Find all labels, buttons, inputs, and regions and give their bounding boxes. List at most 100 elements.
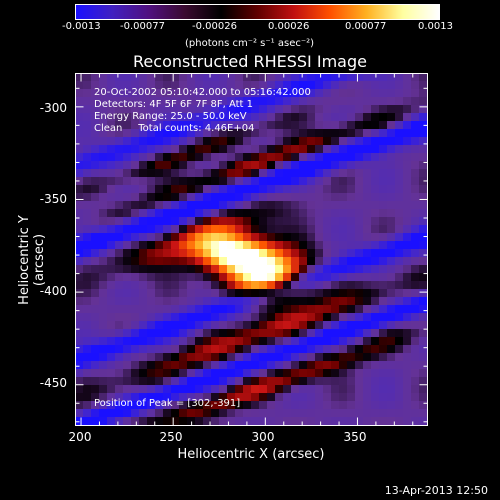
heatmap-cell [227,345,236,354]
heatmap-cell [291,137,300,146]
heatmap-cell [323,361,332,370]
heatmap-cell [371,345,380,354]
heatmap-cell [75,369,84,378]
heatmap-cell [387,321,396,330]
heatmap-cell [307,249,316,258]
heatmap-cell [291,289,300,298]
heatmap-cell [195,193,204,202]
heatmap-cell [123,337,132,346]
heatmap-cell [83,225,92,234]
heatmap-cell [107,305,116,314]
colorbar-tick: -0.00026 [192,21,237,32]
heatmap-cell [371,377,380,386]
heatmap-cell [259,361,268,370]
heatmap-cell [291,281,300,290]
heatmap-cell [179,137,188,146]
heatmap-cell [179,201,188,210]
heatmap-cell [235,169,244,178]
heatmap-cell [419,161,427,170]
heatmap-cell [203,305,212,314]
heatmap-cell [339,241,348,250]
heatmap-cell [243,209,252,218]
heatmap-cell [283,281,292,290]
heatmap-cell [171,313,180,322]
heatmap-cell [331,89,340,98]
heatmap-cell [307,193,316,202]
heatmap-cell [355,265,364,274]
heatmap-cell [251,217,260,226]
heatmap-cell [123,305,132,314]
heatmap-cell [107,233,116,242]
heatmap-cell [235,201,244,210]
heatmap-cell [379,313,388,322]
heatmap-cell [323,233,332,242]
heatmap-cell [179,297,188,306]
heatmap-cell [163,177,172,186]
heatmap-cell [195,225,204,234]
heatmap-cell [83,257,92,266]
heatmap-cell [83,401,92,410]
heatmap-cell [411,193,420,202]
heatmap-cell [283,129,292,138]
heatmap-cell [211,217,220,226]
heatmap-cell [99,417,108,425]
heatmap-cell [387,185,396,194]
heatmap-cell [259,145,268,154]
heatmap-cell [155,337,164,346]
heatmap-cell [347,257,356,266]
heatmap-cell [403,113,412,122]
heatmap-cell [147,377,156,386]
heatmap-cell [83,297,92,306]
heatmap-cell [283,409,292,418]
heatmap-cell [299,345,308,354]
heatmap-cell [147,193,156,202]
heatmap-cell [195,409,204,418]
heatmap-cell [235,369,244,378]
heatmap-cell [187,209,196,218]
x-tick-label: 350 [343,430,367,444]
heatmap-cell [203,313,212,322]
heatmap-cell [411,177,420,186]
heatmap-cell [251,401,260,410]
heatmap-cell [187,289,196,298]
heatmap-cell [115,217,124,226]
heatmap-cell [347,265,356,274]
heatmap-cell [307,289,316,298]
heatmap-cell [203,201,212,210]
heatmap-cell [115,241,124,250]
heatmap-cell [283,169,292,178]
heatmap-cell [155,289,164,298]
heatmap-cell [195,377,204,386]
heatmap-cell [299,201,308,210]
heatmap-cell [259,337,268,346]
heatmap-cell [243,313,252,322]
timestamp: 13-Apr-2013 12:50 [384,484,488,497]
heatmap-cell [115,329,124,338]
heatmap-cell [347,105,356,114]
heatmap-cell [267,321,276,330]
heatmap-cell [299,393,308,402]
heatmap-cell [211,329,220,338]
heatmap-cell [395,185,404,194]
x-tick-label: 300 [251,430,275,444]
heatmap-cell [347,185,356,194]
heatmap-cell [379,161,388,170]
heatmap-cell [251,161,260,170]
heatmap-cell [187,337,196,346]
heatmap-cell [155,241,164,250]
heatmap-cell [123,409,132,418]
heatmap-cell [331,273,340,282]
heatmap-cell [123,353,132,362]
heatmap-cell [259,97,268,106]
heatmap-cell [355,209,364,218]
heatmap-cell [227,177,236,186]
heatmap-cell [403,401,412,410]
heatmap-cell [331,361,340,370]
heatmap-cell [267,281,276,290]
heatmap-cell [211,409,220,418]
heatmap-cell [163,369,172,378]
heatmap-cell [139,369,148,378]
heatmap-cell [259,257,268,266]
heatmap-cell [227,225,236,234]
heatmap-cell [419,409,427,418]
